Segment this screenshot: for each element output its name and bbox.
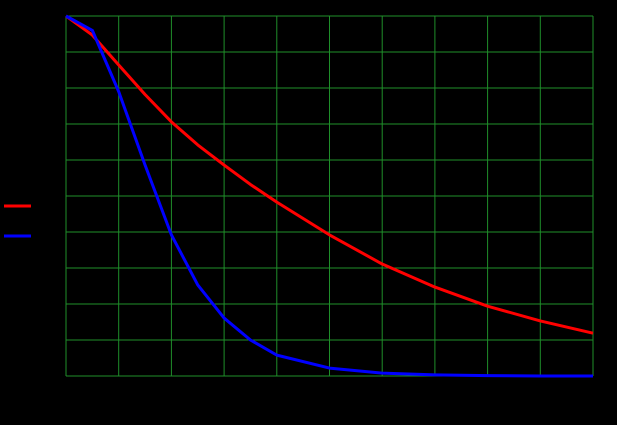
series-line <box>65 14 593 378</box>
series-line <box>65 14 594 335</box>
